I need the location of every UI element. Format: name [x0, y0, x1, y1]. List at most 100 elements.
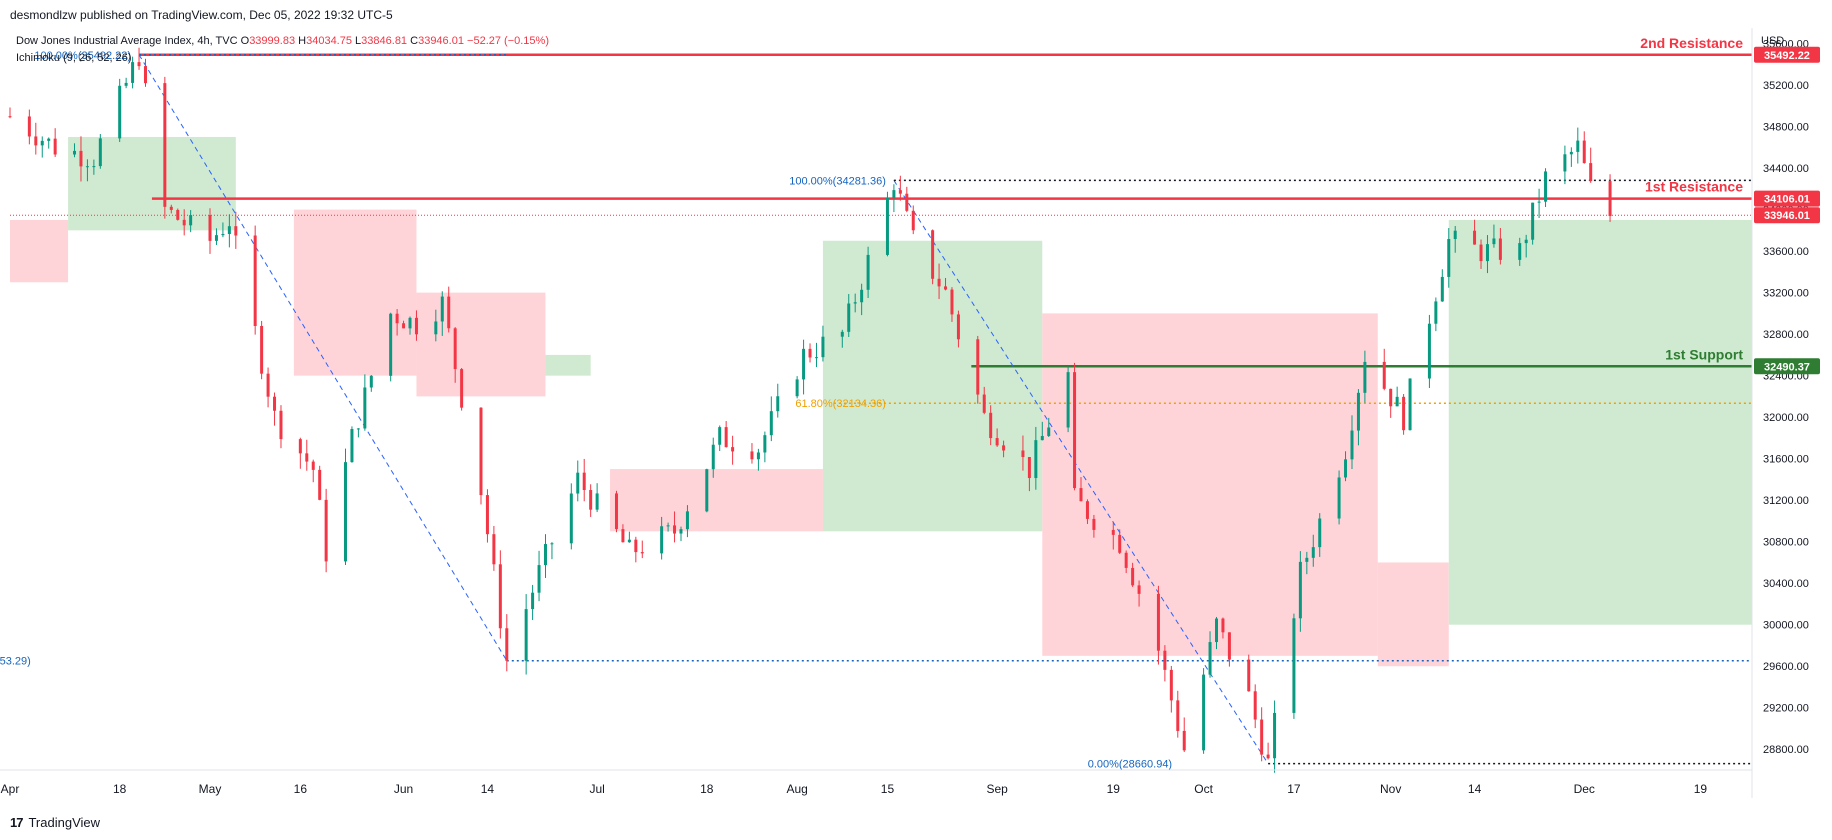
candle-body[interactable] — [569, 493, 573, 544]
candle-body[interactable] — [324, 499, 328, 562]
candle-body[interactable] — [1156, 593, 1160, 651]
candle-body[interactable] — [221, 234, 225, 236]
candle-body[interactable] — [1479, 244, 1483, 262]
candle-body[interactable] — [311, 461, 315, 470]
candle-body[interactable] — [1208, 642, 1212, 675]
candle-body[interactable] — [40, 140, 44, 146]
candle-body[interactable] — [976, 339, 980, 395]
candle-body[interactable] — [1092, 518, 1096, 530]
candle-body[interactable] — [1544, 171, 1548, 202]
candle-body[interactable] — [1266, 754, 1270, 759]
candle-body[interactable] — [1485, 244, 1489, 262]
candle-body[interactable] — [898, 190, 902, 194]
candle-body[interactable] — [1531, 202, 1535, 240]
price-axis[interactable]: 35600.0035200.0034800.0034400.0034000.00… — [1763, 39, 1809, 757]
fib-trendline[interactable] — [893, 180, 1269, 764]
candle-body[interactable] — [453, 328, 457, 370]
candle-body[interactable] — [931, 230, 935, 279]
candle-body[interactable] — [492, 534, 496, 565]
candle-body[interactable] — [576, 472, 580, 494]
candle-body[interactable] — [776, 396, 780, 412]
candle-body[interactable] — [1311, 547, 1315, 558]
horizontal-levels[interactable]: 2nd Resistance 1st Resistance 1st Support — [10, 35, 1752, 368]
candle-body[interactable] — [343, 462, 347, 562]
candle-body[interactable] — [85, 166, 89, 168]
candle-body[interactable] — [434, 321, 438, 335]
candle-body[interactable] — [685, 511, 689, 530]
candle-body[interactable] — [1227, 632, 1231, 660]
candle-body[interactable] — [802, 348, 806, 380]
candle-body[interactable] — [1131, 567, 1135, 586]
candle-body[interactable] — [227, 226, 231, 235]
candle-body[interactable] — [214, 235, 218, 241]
candle-body[interactable] — [47, 138, 51, 141]
time-axis[interactable]: Apr 18 May 16 Jun 14 Jul 18 Aug 15 Sep 19 Oct 17 Nov 14… — [1, 782, 1708, 796]
candle-body[interactable] — [163, 83, 167, 207]
candle-body[interactable] — [118, 85, 122, 139]
candle-body[interactable] — [408, 317, 412, 329]
candle-body[interactable] — [8, 116, 12, 118]
candle-body[interactable] — [1569, 151, 1573, 155]
candle-body[interactable] — [1292, 618, 1296, 713]
candle-body[interactable] — [1427, 323, 1431, 379]
candle-body[interactable] — [1202, 674, 1206, 751]
candle-body[interactable] — [814, 357, 818, 359]
candle-body[interactable] — [350, 428, 354, 463]
candle-body[interactable] — [234, 226, 238, 236]
candle-body[interactable] — [950, 289, 954, 315]
candle-body[interactable] — [640, 552, 644, 554]
candle-body[interactable] — [208, 215, 212, 241]
candle-body[interactable] — [1085, 501, 1089, 519]
candle-body[interactable] — [1176, 700, 1180, 731]
candle-body[interactable] — [479, 407, 483, 496]
candle-body[interactable] — [756, 452, 760, 460]
candle-body[interactable] — [389, 313, 393, 376]
candle-body[interactable] — [1589, 163, 1593, 182]
candle-body[interactable] — [369, 375, 373, 388]
candle-body[interactable] — [79, 150, 83, 167]
candle-body[interactable] — [1395, 396, 1399, 407]
candle-body[interactable] — [1389, 388, 1393, 407]
candle-body[interactable] — [885, 197, 889, 255]
candle-body[interactable] — [1576, 140, 1580, 152]
candle-body[interactable] — [1582, 140, 1586, 164]
candle-body[interactable] — [795, 379, 799, 397]
candle-body[interactable] — [944, 286, 948, 290]
candle-body[interactable] — [176, 209, 180, 220]
candle-body[interactable] — [750, 451, 754, 460]
candle-body[interactable] — [395, 313, 399, 324]
candle-body[interactable] — [356, 428, 360, 430]
candle-body[interactable] — [1402, 396, 1406, 431]
candle-body[interactable] — [189, 215, 193, 226]
candle-body[interactable] — [53, 138, 57, 155]
candle-body[interactable] — [1498, 238, 1502, 260]
candle-body[interactable] — [1344, 459, 1348, 478]
candle-body[interactable] — [505, 628, 509, 661]
candle-body[interactable] — [305, 453, 309, 462]
candle-body[interactable] — [544, 544, 548, 566]
fib-trendline[interactable] — [138, 54, 508, 661]
candle-body[interactable] — [1318, 518, 1322, 548]
candle-body[interactable] — [524, 609, 528, 661]
candle-body[interactable] — [911, 210, 915, 231]
candle-body[interactable] — [182, 219, 186, 226]
candle-body[interactable] — [711, 444, 715, 470]
candle-body[interactable] — [485, 495, 489, 535]
candle-body[interactable] — [1298, 561, 1302, 619]
candle-body[interactable] — [892, 190, 896, 198]
candle-body[interactable] — [1382, 361, 1386, 389]
candle-body[interactable] — [1182, 730, 1186, 751]
candle-body[interactable] — [769, 411, 773, 436]
candle-body[interactable] — [1608, 181, 1612, 217]
candle-body[interactable] — [1247, 659, 1251, 692]
candle-body[interactable] — [98, 138, 102, 167]
candle-body[interactable] — [853, 302, 857, 304]
candles[interactable] — [8, 47, 1612, 773]
candle-body[interactable] — [27, 116, 31, 137]
candle-body[interactable] — [1221, 618, 1225, 633]
candle-body[interactable] — [1473, 230, 1477, 245]
candle-body[interactable] — [1453, 230, 1457, 240]
candle-body[interactable] — [982, 394, 986, 413]
candle-body[interactable] — [1563, 154, 1567, 172]
candle-body[interactable] — [1124, 552, 1128, 568]
